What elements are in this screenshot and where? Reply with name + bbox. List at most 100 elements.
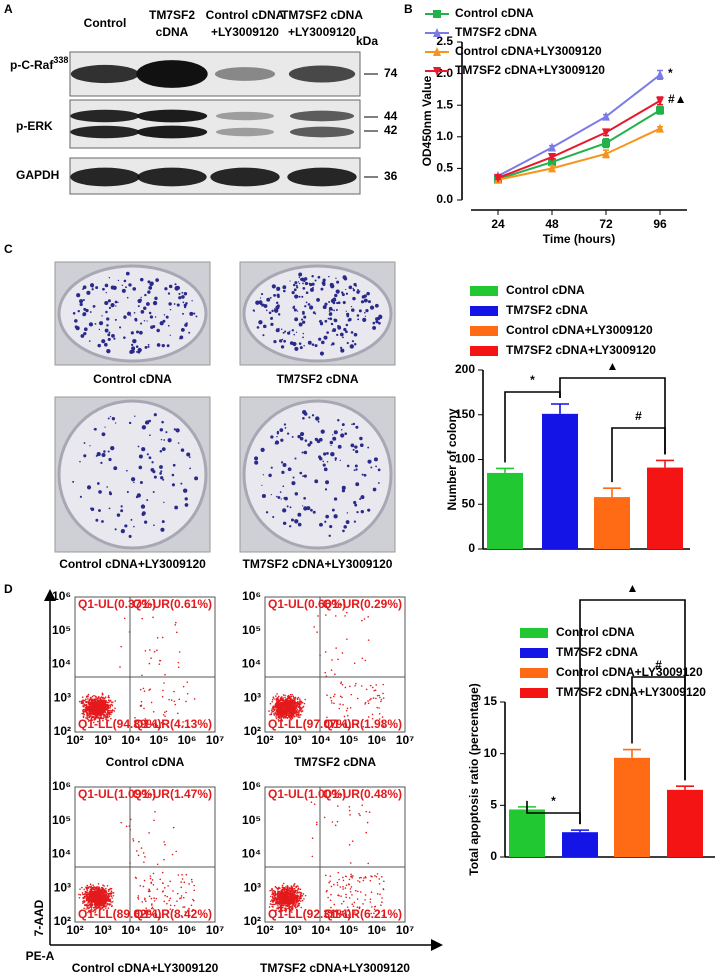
- event-dot: [143, 707, 145, 710]
- event-dot: [184, 913, 187, 916]
- colony-dot: [282, 485, 285, 488]
- event-dot: [269, 889, 271, 892]
- colony-dot: [136, 493, 141, 498]
- colony-dot: [377, 468, 381, 472]
- x-tick-label: 10⁷: [396, 733, 414, 747]
- bar: [594, 497, 630, 549]
- colony-dot: [330, 344, 333, 346]
- event-dot: [363, 618, 366, 620]
- event-dot: [84, 709, 87, 712]
- event-dot: [289, 901, 291, 904]
- event-dot: [349, 814, 351, 816]
- event-dot: [331, 821, 334, 823]
- event-dot: [296, 897, 298, 899]
- event-dot: [282, 889, 285, 891]
- event-dot: [298, 704, 301, 706]
- colony-dot: [194, 476, 199, 481]
- colony-dot: [80, 334, 85, 338]
- event-dot: [101, 694, 104, 696]
- colony-dot: [275, 328, 280, 333]
- colony-dot: [340, 428, 343, 431]
- event-dot: [366, 821, 369, 824]
- event-dot: [349, 890, 352, 893]
- y-tick-label: 15: [484, 694, 498, 708]
- y-tick-label: 10⁶: [242, 779, 261, 793]
- event-dot: [92, 705, 95, 707]
- y-tick-label: 0: [490, 849, 497, 863]
- event-dot: [102, 884, 104, 886]
- event-dot: [372, 697, 375, 699]
- event-dot: [297, 902, 300, 905]
- x-tick-label: 10⁴: [311, 923, 330, 937]
- event-dot: [164, 673, 166, 676]
- colony-dot: [341, 293, 345, 297]
- colony-dot: [323, 467, 328, 472]
- event-dot: [367, 716, 370, 718]
- event-dot: [104, 709, 106, 712]
- event-dot: [279, 711, 282, 714]
- colony-dot: [279, 428, 284, 432]
- event-dot: [94, 695, 97, 698]
- event-dot: [291, 908, 294, 911]
- series-line: [497, 99, 661, 179]
- event-dot: [287, 704, 289, 706]
- colony-dot: [92, 305, 96, 308]
- colony-dot: [178, 292, 181, 295]
- event-dot: [341, 683, 344, 686]
- y-tick-label: 2.0: [436, 66, 453, 80]
- event-dot: [177, 661, 180, 664]
- quadrant-label: Q1-UR(0.48%): [323, 787, 402, 801]
- colony-dot: [378, 314, 383, 320]
- event-dot: [98, 901, 100, 903]
- event-dot: [135, 910, 138, 913]
- event-dot: [336, 881, 339, 884]
- colony-dot: [337, 325, 342, 330]
- event-dot: [268, 710, 270, 712]
- legend-marker: [433, 47, 441, 56]
- event-dot: [94, 699, 97, 701]
- event-dot: [277, 719, 280, 721]
- colony-dot: [149, 434, 151, 437]
- event-dot: [277, 896, 280, 898]
- event-dot: [175, 850, 178, 853]
- point: [548, 153, 556, 163]
- colony-dot: [337, 301, 341, 305]
- colony-dot: [284, 427, 287, 429]
- band: [215, 127, 275, 137]
- colony-dot: [307, 340, 312, 345]
- colony-dot: [151, 461, 154, 464]
- event-dot: [185, 891, 187, 894]
- lane-label: Control cDNA: [206, 8, 285, 22]
- event-dot: [353, 662, 356, 664]
- event-dot: [148, 662, 151, 665]
- event-dot: [331, 659, 333, 661]
- colony-dot: [139, 480, 143, 484]
- event-dot: [380, 904, 382, 906]
- event-dot: [381, 716, 384, 718]
- colony-dot: [322, 463, 326, 467]
- event-dot: [104, 696, 107, 699]
- colony-dot: [342, 300, 346, 305]
- event-dot: [300, 700, 302, 702]
- colony-dot: [161, 447, 166, 452]
- event-dot: [281, 711, 283, 714]
- event-dot: [364, 659, 367, 662]
- event-dot: [98, 712, 100, 715]
- event-dot: [177, 712, 179, 715]
- event-dot: [167, 885, 169, 887]
- row-label-sup: 338: [53, 55, 68, 65]
- event-dot: [271, 698, 274, 701]
- event-dot: [101, 906, 103, 909]
- colony-dot: [276, 289, 279, 291]
- event-dot: [376, 893, 379, 895]
- event-dot: [292, 894, 295, 897]
- event-dot: [108, 712, 110, 714]
- event-dot: [87, 719, 90, 721]
- colony-dot: [350, 443, 355, 448]
- event-dot: [106, 703, 109, 706]
- colony-dot: [121, 288, 126, 293]
- lane-label: +LY3009120: [288, 25, 356, 39]
- event-dot: [368, 910, 371, 912]
- event-dot: [336, 884, 339, 886]
- event-dot: [98, 710, 101, 712]
